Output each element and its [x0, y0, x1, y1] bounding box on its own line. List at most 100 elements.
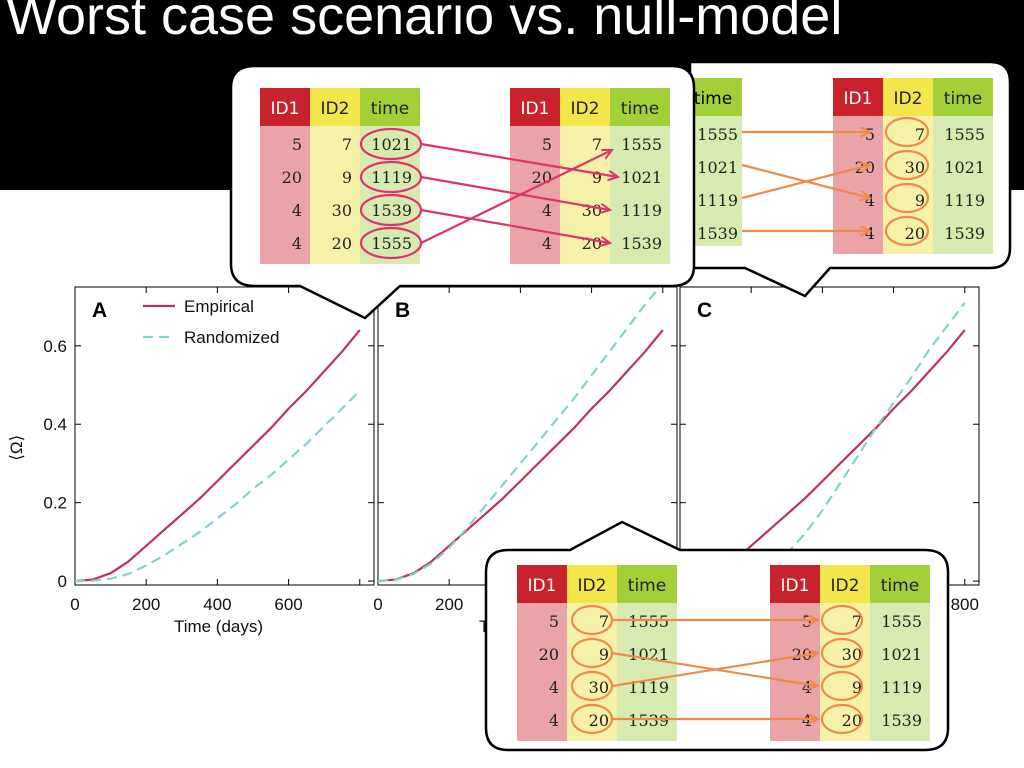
series-randomized	[680, 302, 966, 583]
series-group	[680, 302, 966, 583]
table-cell: 1021	[621, 168, 662, 187]
table-cell: 7	[599, 612, 609, 631]
table-cell: 1555	[881, 612, 922, 631]
table-header-time	[933, 78, 993, 116]
table-cell: 4	[292, 234, 302, 253]
table-cell: 7	[342, 135, 352, 154]
table-cell: 1119	[944, 191, 985, 210]
table-cell: 5	[292, 135, 302, 154]
series-randomized	[75, 390, 361, 583]
highlight-ring	[820, 703, 864, 735]
table-header-id2	[820, 565, 870, 603]
series-group	[378, 287, 664, 583]
header-label-id1: ID1	[271, 99, 300, 119]
table-cell: 1119	[881, 678, 922, 697]
header-label-id1: ID1	[781, 576, 810, 596]
table-cell: 1555	[628, 612, 669, 631]
table-column-id1	[770, 603, 820, 741]
header-label-id2: ID2	[894, 89, 923, 109]
table-cell: 30	[582, 201, 602, 220]
highlight-ring	[884, 182, 930, 214]
table-header-time	[688, 78, 742, 116]
table-cell: 20	[282, 168, 302, 187]
table-cell: 4	[542, 234, 552, 253]
panel-letter-c: C	[697, 299, 712, 322]
table-header-time	[617, 565, 677, 603]
table-cell: 4	[802, 711, 812, 730]
x-tick-label: 0	[70, 595, 79, 614]
table-cell: 1539	[371, 201, 412, 220]
highlight-ring	[820, 670, 864, 702]
table-column-id1	[517, 603, 567, 741]
table-header-id2	[567, 565, 617, 603]
table-column-id1	[833, 116, 883, 254]
table-cell: 30	[842, 645, 862, 664]
header-label-id1: ID1	[528, 576, 557, 596]
y-tick-label: 0	[58, 572, 67, 591]
table-cell: 5	[542, 135, 552, 154]
y-tick-label: 0.4	[43, 415, 67, 434]
highlight-ring	[820, 637, 864, 669]
header-label-time: time	[628, 576, 666, 596]
table-cell: 30	[589, 678, 609, 697]
table-cell: 1021	[697, 158, 738, 177]
table-header-time	[870, 565, 930, 603]
y-tick-label: 0.6	[43, 337, 67, 356]
table-cell: 7	[592, 135, 602, 154]
header-label-time: time	[944, 89, 982, 109]
swap-arrow	[420, 175, 610, 210]
highlight-ring	[820, 604, 864, 636]
header-label-id2: ID2	[578, 576, 607, 596]
table-cell: 5	[802, 612, 812, 631]
table-cell: 7	[915, 125, 925, 144]
table-cell: 1539	[628, 711, 669, 730]
table-cell: 1555	[371, 234, 412, 253]
table-cell: 9	[915, 191, 925, 210]
callout-top-right: time1555102111191539ID152044ID2730920tim…	[688, 60, 1012, 298]
callout-bottom: ID1 5 20 4 4 ID2 7 9 30 20 time 1555 1021 1119 1539 ID1…	[484, 520, 950, 752]
highlight-ring	[884, 149, 930, 181]
table-header-id1	[260, 88, 310, 126]
series-empirical	[378, 329, 664, 583]
header-label-id2: ID2	[571, 99, 600, 119]
legend: Empirical Randomized	[143, 297, 279, 347]
series-empirical	[75, 329, 361, 583]
table-cell: 7	[852, 612, 862, 631]
header-label-time: time	[371, 99, 409, 119]
table-cell: 9	[852, 678, 862, 697]
table-cell: 20	[582, 234, 602, 253]
chart-panel-b: 0 200 T B	[373, 286, 678, 636]
series-group	[75, 329, 361, 583]
plot-frame	[74, 286, 375, 586]
table-cell: 4	[549, 678, 559, 697]
table-cell: 1539	[944, 224, 985, 243]
table-cell: 1539	[621, 234, 662, 253]
x-tick-label: 800	[951, 595, 979, 614]
legend-label-randomized: Randomized	[184, 328, 279, 347]
table-cell: 9	[592, 168, 602, 187]
panel-letter-a: A	[92, 299, 107, 322]
table-original: ID1 5 20 4 4 ID2 7 9 30 20 time 1021 1119 1539 1555	[260, 88, 420, 264]
header-label-id2: ID2	[831, 576, 860, 596]
table-cell: 1555	[697, 125, 738, 144]
x-tick-label: 200	[435, 595, 463, 614]
swap-arrow	[611, 653, 818, 688]
table-cell: 4	[865, 191, 875, 210]
table-column-time	[688, 116, 742, 246]
table-header-id1	[833, 78, 883, 116]
table-cell: 20	[539, 645, 559, 664]
y-tick-label: 0.2	[43, 494, 67, 513]
table-cell: 1021	[881, 645, 922, 664]
x-axis-label: Time (days)	[174, 617, 263, 636]
legend-label-empirical: Empirical	[184, 297, 254, 316]
table-header-id2	[560, 88, 610, 126]
swap-arrow	[420, 142, 618, 177]
table-cell: 20	[842, 711, 862, 730]
swap-arrow	[741, 165, 870, 200]
table-cell: 20	[905, 224, 925, 243]
highlight-ring	[884, 116, 930, 148]
